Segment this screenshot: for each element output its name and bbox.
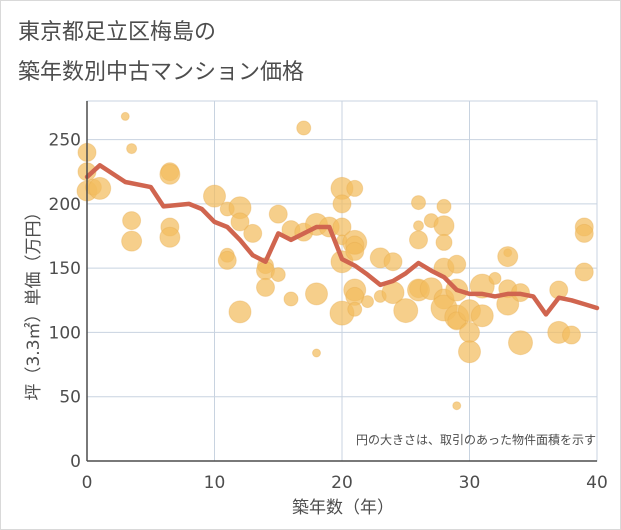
x-tick-label: 20 [331, 473, 353, 493]
data-point [88, 176, 112, 200]
data-point [346, 179, 364, 197]
data-point [312, 348, 321, 358]
data-point [296, 120, 312, 136]
data-point [383, 252, 403, 272]
data-point [508, 330, 533, 356]
data-point [268, 204, 288, 224]
data-point [458, 340, 481, 364]
data-point [409, 230, 428, 250]
data-point [217, 250, 237, 270]
bubble-layer [76, 111, 594, 411]
data-point [488, 271, 502, 285]
data-point [230, 212, 250, 232]
data-point [345, 241, 365, 261]
x-tick-label: 40 [586, 473, 608, 493]
data-point [305, 282, 328, 306]
data-point [120, 111, 130, 121]
y-tick-label: 100 [49, 323, 81, 343]
data-point [228, 300, 252, 324]
bubble-size-note: 円の大きさは、取引のあった物件面積を示す [356, 432, 596, 447]
data-point [270, 267, 286, 283]
data-point [332, 194, 352, 214]
y-tick-label: 200 [49, 195, 81, 215]
x-tick-label: 0 [82, 473, 93, 493]
y-tick-label: 0 [70, 452, 81, 472]
tick-labels: 0 10 20 30 40 0 50 100 150 200 250 [49, 131, 608, 493]
data-point [574, 262, 594, 282]
data-point [497, 246, 519, 268]
x-axis-title: 築年数（年） [292, 498, 394, 518]
data-point [159, 163, 181, 185]
data-point [436, 198, 452, 214]
x-tick-label: 30 [459, 473, 481, 493]
data-point [256, 277, 275, 297]
y-axis-title: 坪（3.3㎡）単価（万円） [24, 203, 44, 400]
data-point [435, 233, 453, 251]
y-tick-label: 150 [49, 259, 81, 279]
grid-lines [86, 100, 598, 462]
data-point [574, 223, 594, 243]
data-point [159, 226, 181, 248]
data-point [447, 254, 467, 274]
data-point [243, 223, 263, 243]
data-point [452, 401, 462, 411]
data-point [433, 215, 455, 237]
data-point [470, 304, 494, 328]
data-point [121, 230, 143, 252]
data-point [411, 195, 426, 211]
data-point [283, 291, 299, 307]
data-point [126, 143, 138, 155]
data-point [203, 184, 226, 208]
average-line-layer [84, 163, 600, 317]
average-price-line [84, 163, 600, 317]
data-point [413, 220, 424, 232]
data-point [361, 295, 374, 309]
x-tick-label: 10 [204, 473, 226, 493]
chart-title-line-2: 築年数別中古マンション価格 [18, 60, 305, 85]
data-point [122, 211, 142, 231]
data-point [347, 301, 363, 317]
chart-title-line-1: 東京都足立区梅島の [18, 20, 217, 45]
data-point [393, 298, 419, 324]
data-point [562, 325, 581, 345]
axes [86, 101, 597, 462]
y-tick-label: 50 [59, 388, 81, 408]
y-tick-label: 250 [49, 131, 81, 151]
